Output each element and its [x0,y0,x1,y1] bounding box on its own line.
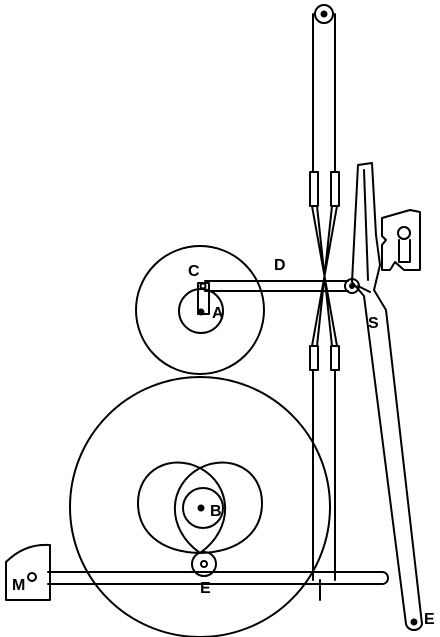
upper-sleeve-right [330,171,340,207]
top-pulley-pin [320,10,328,18]
crank-arm [197,282,210,315]
frame-lower-rods [312,369,336,581]
pawl-bracket-pin [397,226,411,240]
label-b: B [210,503,222,520]
cam-inner-lobe-right [199,467,227,554]
block-m-pin [27,572,37,582]
crank-pin-c [199,282,207,290]
large-wheel [69,376,331,637]
hub-b [182,487,224,529]
lower-sleeve-left [309,345,319,371]
label-m: M [12,577,25,594]
pawl-bracket [381,209,421,271]
label-e-lower: E [200,580,211,597]
top-pulley [314,4,334,24]
label-d: D [274,257,286,274]
roller-e-pin [200,560,208,568]
lever-s [351,162,423,631]
label-s: S [368,315,379,332]
cam-inner-lobe-left [173,467,201,554]
hub-a [178,288,224,334]
label-a: A [212,305,224,322]
frame-top-cap [312,13,336,173]
block-m [5,543,51,601]
lever-s-inner [357,169,371,293]
pawl-bracket-inner [398,239,411,263]
horizontal-bar [47,571,389,585]
upper-sleeve-left [309,171,319,207]
hub-b-pin [197,504,205,512]
rod-joint-pin [349,283,355,289]
roller-e [191,551,217,577]
label-e-right: E [424,611,435,628]
label-c: C [188,263,200,280]
crossing-links [311,205,338,347]
lever-s-bottom-pin [410,618,418,626]
small-wheel [135,245,265,375]
lower-sleeve-right [330,345,340,371]
